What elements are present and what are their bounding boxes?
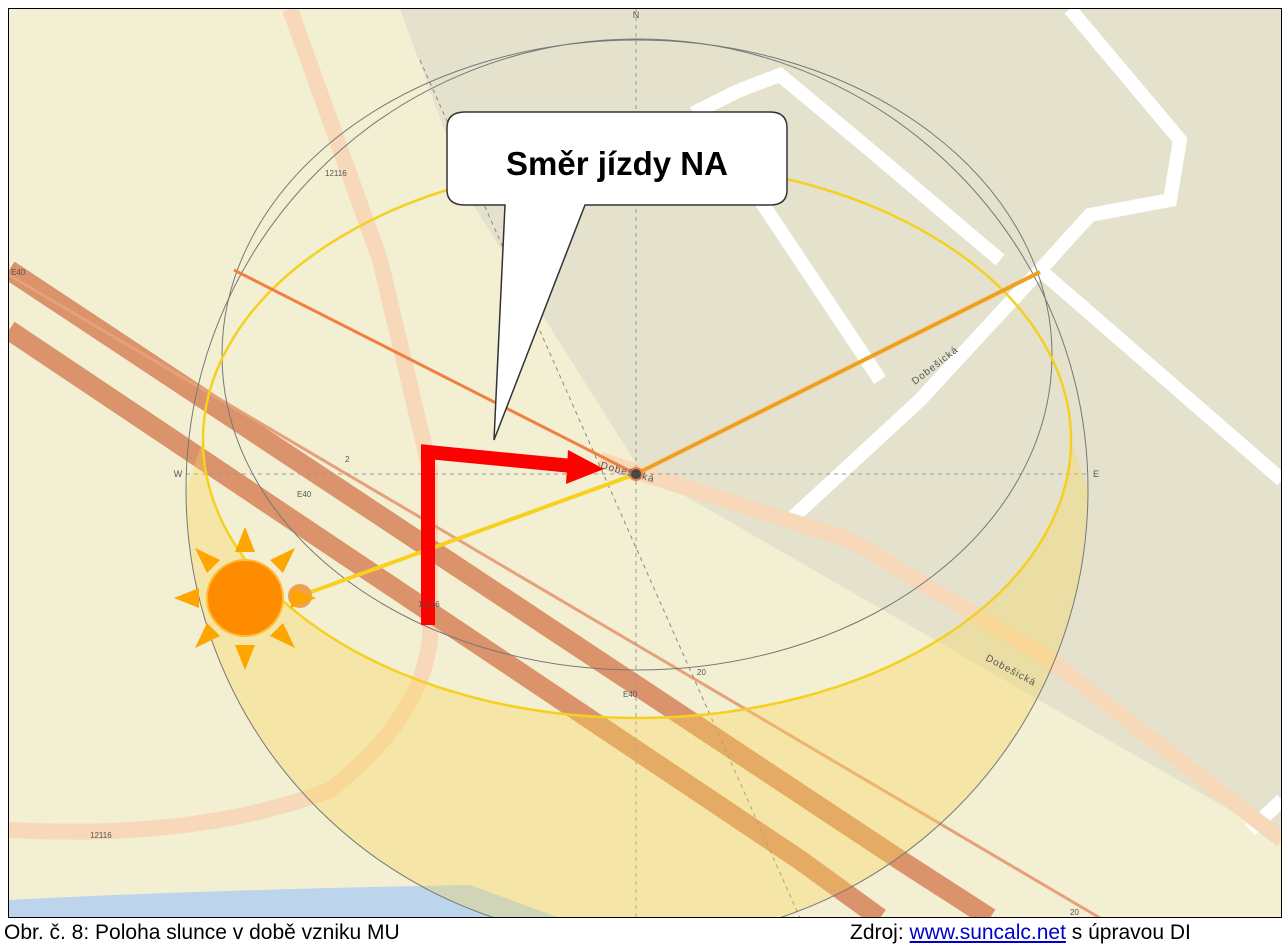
road-label: 20	[697, 668, 706, 677]
top-ellipse	[221, 39, 1053, 671]
callout-text: Směr jízdy NA	[506, 145, 728, 182]
water	[9, 885, 560, 918]
urban-area	[400, 9, 1282, 840]
caption: Obr. č. 8: Poloha slunce v době vzniku M…	[0, 918, 1282, 947]
sunset-line	[233, 268, 637, 476]
road-label: 12116	[325, 169, 347, 178]
road-label: 12116	[418, 600, 440, 609]
caption-suffix: s úpravou DI	[1071, 921, 1191, 944]
caption-left: Obr. č. 8: Poloha slunce v době vzniku M…	[4, 921, 400, 944]
sun-band	[186, 440, 1088, 918]
sunrise-line	[635, 270, 1041, 476]
location-marker	[629, 467, 643, 481]
sun	[174, 527, 316, 670]
road-label: 20	[1070, 908, 1079, 917]
road-label: 12116	[90, 831, 112, 840]
source-link[interactable]: www.suncalc.net	[909, 921, 1066, 944]
compass-w: W	[174, 469, 183, 479]
callout	[446, 111, 788, 441]
direction-arrow	[421, 444, 573, 625]
caption-prefix: Zdroj:	[850, 921, 904, 944]
map: Směr jízdy NA N W E Dobešická Dobešická …	[8, 8, 1282, 918]
road-label: E40	[11, 268, 26, 277]
road-label: E40	[623, 690, 638, 699]
compass-e: E	[1093, 469, 1099, 479]
map-layer: Směr jízdy NA N W E Dobešická Dobešická …	[9, 9, 1282, 918]
streets	[689, 9, 1282, 836]
local-roads	[9, 9, 1282, 847]
compass-n: N	[633, 10, 640, 20]
road-label: E40	[297, 490, 312, 499]
motorway-edge	[9, 273, 1101, 918]
caption-right: Zdroj: www.suncalc.net s úpravou DI	[850, 921, 1191, 945]
outer-circle	[185, 38, 1089, 918]
arrow-head	[566, 450, 604, 484]
sun-line	[299, 472, 637, 598]
road-label: 2	[345, 455, 350, 464]
